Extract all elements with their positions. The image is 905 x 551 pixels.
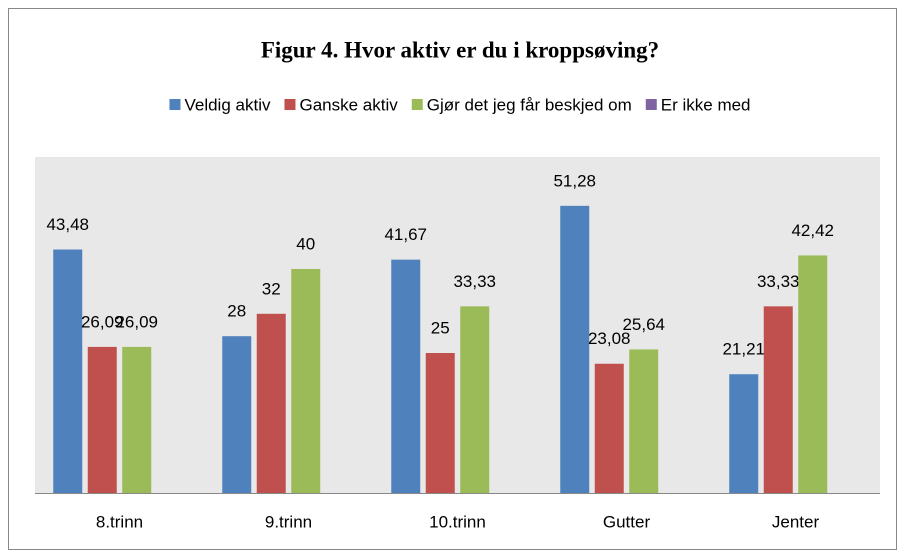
data-label: 21,21 [722,340,765,359]
data-label: 40 [296,234,315,253]
bar [291,269,321,493]
bar [122,346,152,493]
data-label: 26,09 [81,312,124,331]
bar [629,349,659,493]
bar [256,313,286,493]
data-label: 33,33 [757,272,800,291]
data-label: 25 [431,318,450,337]
bar [87,346,117,493]
legend-swatch [284,99,296,110]
data-label: 43,48 [46,215,89,234]
legend-label: Veldig aktiv [184,95,270,114]
x-tick-label: 9.trinn [265,512,312,531]
bar [763,306,793,493]
bar [222,336,252,493]
bar [798,255,828,493]
data-label: 23,08 [588,329,631,348]
x-tick-label: 10.trinn [429,512,486,531]
data-label: 33,33 [453,272,496,291]
legend-label: Gjør det jeg får beskjed om [427,95,632,114]
chart-title: Figur 4. Hvor aktiv er du i kroppsøving? [261,37,659,62]
bar [729,374,759,493]
legend-swatch [411,99,423,110]
legend-swatch [169,99,181,110]
data-label: 28 [227,302,246,321]
bar [391,259,421,493]
x-tick-label: Gutter [603,512,651,531]
data-label: 25,64 [622,315,665,334]
bar [594,363,624,493]
legend-label: Er ikke med [661,95,751,114]
x-tick-label: Jenter [772,512,820,531]
data-label: 26,09 [115,312,158,331]
data-label: 41,67 [384,225,427,244]
x-tick-label: 8.trinn [96,512,143,531]
legend-swatch [645,99,657,110]
bar [460,306,490,493]
bar [560,205,590,493]
bar [53,249,83,493]
data-label: 51,28 [553,171,596,190]
data-label: 42,42 [791,221,834,240]
bar [425,353,455,493]
legend-label: Ganske aktiv [299,95,398,114]
data-label: 32 [262,279,281,298]
